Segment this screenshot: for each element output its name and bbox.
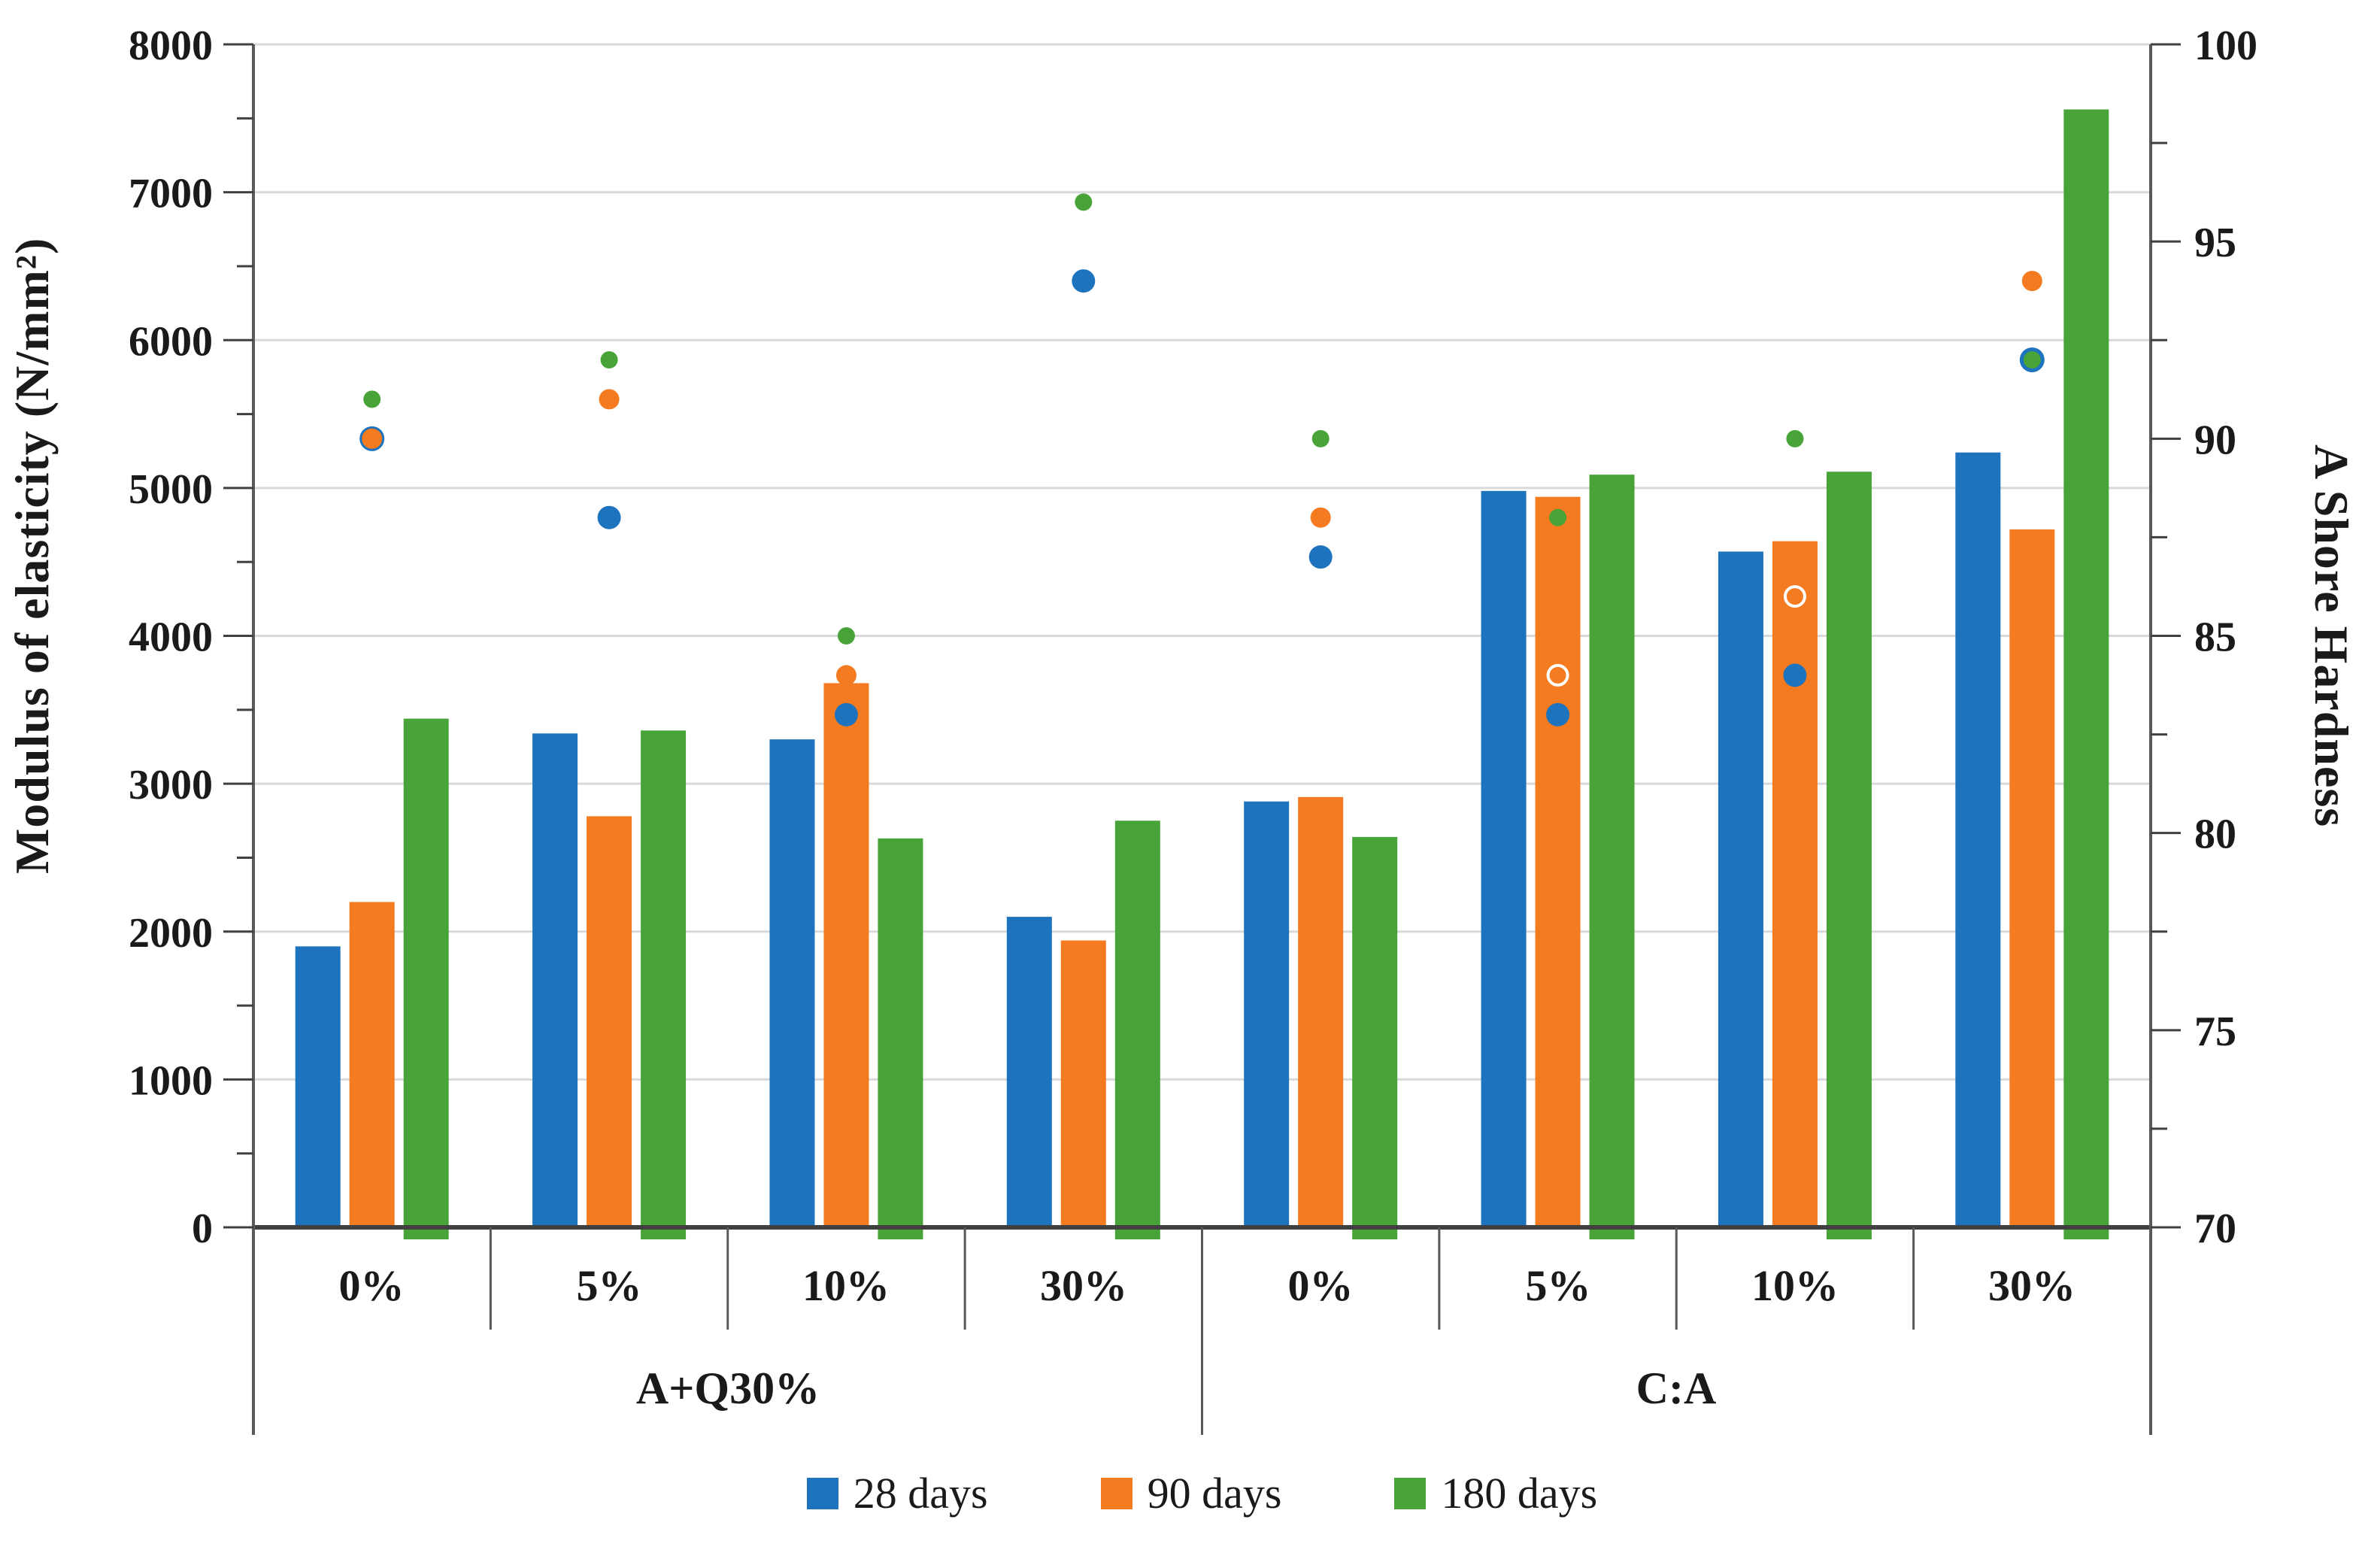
- y-left-tick-label: 1000: [129, 1057, 213, 1104]
- hardness-dot: [1549, 508, 1567, 526]
- bar-90days: [1772, 541, 1818, 1229]
- hardness-dot-ring: [1783, 585, 1806, 608]
- bar-90days: [1535, 496, 1581, 1229]
- bar-180days: [2063, 109, 2109, 1239]
- y-left-tick-label: 6000: [129, 318, 213, 365]
- y-left-tick-label: 8000: [129, 23, 213, 69]
- section-label-aq30: A+Q30%: [635, 1363, 820, 1413]
- right-axis-title: A Shore Hardness: [2305, 444, 2358, 828]
- category-label: 5%: [576, 1261, 642, 1310]
- bar-90days: [1060, 940, 1106, 1229]
- hardness-dot: [2021, 271, 2042, 292]
- hardness-dot: [834, 702, 858, 726]
- hardness-dot-ring: [1546, 663, 1569, 687]
- category-label: 5%: [1525, 1261, 1591, 1310]
- bar-28days: [1481, 490, 1527, 1229]
- legend-item-90days: 90 days: [1100, 1468, 1282, 1518]
- y-right-tick-label: 70: [2194, 1206, 2236, 1252]
- y-right-tick-label: 90: [2194, 417, 2236, 463]
- legend-swatch-28days-icon: [806, 1477, 838, 1509]
- bar-28days: [1955, 452, 2001, 1229]
- hardness-dot: [1308, 545, 1333, 569]
- hardness-dot: [1786, 429, 1804, 447]
- legend-item-180days: 180 days: [1394, 1468, 1597, 1518]
- y-right-tick-label: 80: [2194, 811, 2236, 858]
- legend-label-28days: 28 days: [853, 1469, 988, 1518]
- bar-180days: [1589, 475, 1635, 1239]
- category-label: 0%: [1287, 1261, 1354, 1310]
- y-right-tick-label: 85: [2194, 614, 2236, 661]
- bar-28days: [1718, 551, 1763, 1229]
- bar-28days: [532, 733, 578, 1229]
- bar-28days: [769, 739, 815, 1229]
- hardness-dot: [2023, 350, 2041, 368]
- bar-180days: [1826, 472, 1872, 1239]
- legend-label-180days: 180 days: [1441, 1469, 1598, 1518]
- hardness-dot: [1783, 663, 1807, 687]
- legend-label-90days: 90 days: [1147, 1469, 1282, 1518]
- hardness-dot: [362, 428, 383, 449]
- hardness-dot: [1546, 702, 1570, 726]
- section-label-ca: C:A: [1636, 1363, 1717, 1413]
- hardness-dot: [597, 505, 621, 529]
- y-left-tick-label: 5000: [129, 466, 213, 513]
- y-left-tick-label: 4000: [129, 614, 213, 661]
- hardness-dot: [1072, 269, 1096, 293]
- hardness-dot: [599, 389, 620, 410]
- bar-90days: [1298, 796, 1344, 1229]
- bar-180days: [1352, 836, 1398, 1239]
- category-label: 30%: [1040, 1261, 1127, 1310]
- y-left-tick-label: 2000: [129, 910, 213, 957]
- bar-180days: [878, 838, 923, 1239]
- y-left-tick-label: 3000: [129, 762, 213, 808]
- bar-180days: [1114, 820, 1160, 1239]
- legend-item-28days: 28 days: [806, 1468, 988, 1518]
- hardness-dot: [1310, 507, 1331, 528]
- bar-28days: [295, 946, 341, 1229]
- category-label: 0%: [338, 1261, 405, 1310]
- bar-180days: [403, 718, 449, 1239]
- y-right-tick-label: 95: [2194, 220, 2236, 266]
- y-left-tick-label: 0: [192, 1206, 213, 1252]
- bar-28days: [1006, 917, 1052, 1229]
- hardness-dot: [1311, 429, 1330, 447]
- category-label: 30%: [1988, 1261, 2075, 1310]
- bar-180days: [641, 730, 687, 1239]
- bar-90days: [349, 902, 395, 1229]
- legend-swatch-180days-icon: [1394, 1477, 1427, 1509]
- y-right-tick-label: 75: [2194, 1008, 2236, 1055]
- hardness-dot: [600, 350, 618, 368]
- left-axis-title: Modulus of elasticity (N/mm²): [5, 237, 59, 875]
- bar-28days: [1244, 801, 1290, 1229]
- legend: 28 days 90 days 180 days: [253, 1468, 2151, 1518]
- bar-90days: [2009, 529, 2055, 1229]
- category-label: 10%: [802, 1261, 890, 1310]
- hardness-dot: [835, 665, 857, 686]
- bar-90days: [823, 683, 869, 1229]
- bar-90days: [587, 816, 632, 1229]
- y-left-tick-label: 7000: [129, 171, 213, 217]
- legend-swatch-90days-icon: [1100, 1477, 1132, 1509]
- hardness-dot: [837, 627, 855, 644]
- category-label: 10%: [1751, 1261, 1839, 1310]
- y-right-tick-label: 100: [2194, 23, 2257, 69]
- hardness-dot: [363, 390, 381, 408]
- hardness-dot: [1075, 193, 1093, 211]
